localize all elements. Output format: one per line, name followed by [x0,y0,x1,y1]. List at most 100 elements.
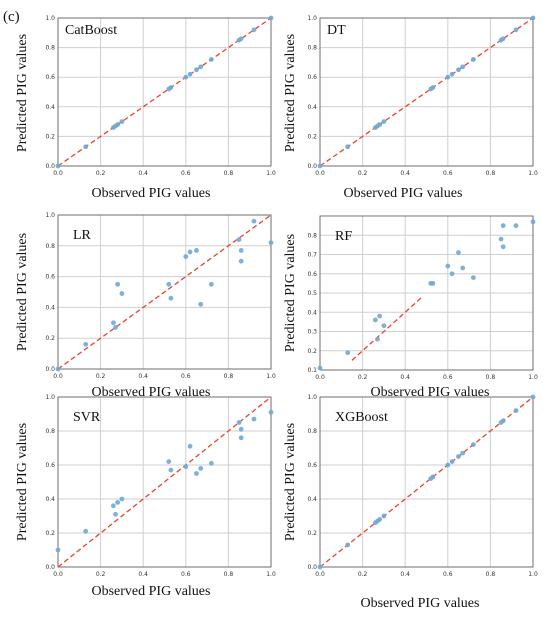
data-point [238,258,244,264]
data-point [377,517,383,522]
y-axis-label: Predicted PIG values [15,423,30,541]
y-axis-label: Predicted PIG values [15,233,30,351]
data-point [238,248,244,253]
data-point [168,85,174,90]
reference-line [57,214,272,370]
data-point [119,496,125,502]
x-tick-label: 0.4 [400,170,410,177]
data-point [168,295,174,301]
y-tick-label: 0.2 [307,133,317,140]
axes-frame [57,396,272,568]
data-point [83,144,89,150]
data-point [500,223,506,229]
x-tick-label: 0.0 [53,373,63,380]
reference-line [57,396,272,568]
data-point [530,15,536,21]
y-axis-label: Predicted PIG values [15,34,30,152]
y-tick-label: 0.8 [45,45,55,52]
data-point [187,71,193,77]
x-tick-label: 1.0 [266,170,276,177]
data-point [119,291,125,296]
x-tick-label: 1.0 [528,571,538,578]
y-tick-label: 1.0 [307,15,317,22]
data-point [500,36,506,42]
data-point [55,547,61,553]
y-tick-label: 0.0 [45,163,55,170]
data-point [115,122,121,127]
data-point [460,265,466,271]
data-point [530,219,536,225]
y-tick-label: 0.6 [45,274,55,281]
data-point [208,281,214,287]
data-point [251,416,257,422]
model-title: LR [73,228,92,243]
y-tick-label: 1.0 [45,15,55,22]
y-tick-label: 0.2 [307,530,317,537]
data-point [445,462,451,468]
y-tick-label: 0.6 [45,462,55,469]
data-point [183,464,189,470]
data-point [110,503,116,509]
model-title: SVR [73,410,101,425]
data-point [268,409,274,415]
x-tick-label: 0.4 [138,373,148,380]
data-point [375,336,380,342]
x-tick-label: 0.2 [358,170,368,177]
data-point [456,454,461,459]
data-point [500,244,506,250]
y-tick-label: 0.4 [45,104,55,111]
data-point [513,408,519,413]
data-point [445,263,451,269]
data-point [268,15,274,21]
x-tick-label: 0.2 [96,170,106,177]
x-tick-label: 0.6 [443,170,453,177]
data-point [198,64,204,70]
y-tick-label: 0.6 [307,74,317,81]
data-point [377,122,383,127]
y-tick-label: 0.8 [307,428,317,435]
x-tick-label: 0.0 [315,170,325,177]
data-point [55,366,61,372]
data-point [238,435,244,441]
data-point [183,74,189,80]
data-point [470,275,476,280]
data-point [198,466,204,471]
data-point [317,564,323,570]
data-point [208,460,214,466]
data-point [449,71,455,77]
data-point [449,271,455,277]
y-axis-label: Predicted PIG values [283,234,298,352]
data-point [345,542,351,548]
y-tick-label: 0.0 [45,564,55,571]
y-tick-label: 0.8 [45,428,55,435]
reference-line [319,396,534,568]
chart-panel-dt: 0.0 0.2 0.4 0.6 0.8 1.0 0.0 0.2 0.4 0.6 0.8 1.0 DT Ob… [283,15,538,201]
y-tick-label: 0.2 [45,335,55,342]
data-point [119,119,125,124]
reference-line [57,17,272,167]
chart-panel-rf: 0.0 0.2 0.4 0.6 0.8 1.0 0.1 0.2 0.3 0.4 0.5 0.6 0.7 0… [283,215,538,400]
y-tick-label: 1.0 [45,394,55,401]
data-point [238,426,244,432]
x-tick-label: 0.6 [181,170,191,177]
y-tick-label: 0.4 [307,309,317,316]
data-point [113,325,118,330]
y-axis-label: Predicted PIG values [283,423,298,541]
data-point [238,36,244,42]
axes-frame [319,17,534,167]
x-tick-label: 0.2 [96,571,106,578]
data-point [449,459,455,464]
data-point [345,350,351,356]
data-point [110,320,116,326]
y-tick-label: 0.4 [45,304,55,311]
x-axis-label: Observed PIG values [371,385,490,400]
data-point [498,236,504,242]
data-point [430,280,436,286]
data-point [55,163,61,169]
data-point [268,240,274,246]
reference-line [319,17,534,167]
x-tick-label: 0.4 [138,170,148,177]
data-point [236,237,242,243]
x-tick-label: 0.8 [224,373,234,380]
data-point [83,528,89,534]
